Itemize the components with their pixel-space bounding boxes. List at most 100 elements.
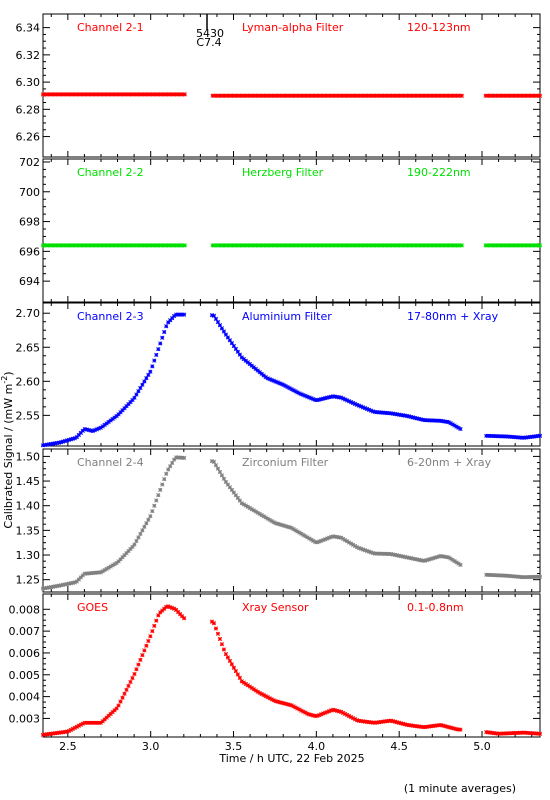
y-tick-label: 1.35 [16, 524, 41, 537]
data-point [134, 538, 139, 544]
data-point [416, 724, 421, 729]
data-point [58, 730, 64, 735]
series-5 [40, 604, 543, 737]
data-point [508, 434, 513, 439]
data-point [378, 410, 384, 415]
data-point [172, 457, 177, 462]
y-tick-label: 2.60 [16, 375, 41, 388]
data-point [146, 638, 151, 644]
data-point [327, 395, 332, 400]
data-point [408, 556, 413, 561]
data-point [74, 435, 79, 440]
data-point [436, 554, 441, 559]
data-point [128, 679, 133, 685]
data-point [352, 717, 358, 722]
flare-marker-label-2: C7.4 [196, 36, 221, 49]
data-point [180, 455, 185, 460]
data-point [452, 423, 457, 428]
data-point [150, 509, 155, 514]
data-point [74, 579, 79, 584]
data-point [267, 517, 272, 522]
data-point [370, 720, 376, 725]
data-point [245, 504, 250, 509]
data-point [76, 577, 81, 582]
data-point [410, 723, 415, 728]
data-point [269, 377, 274, 383]
data-point [305, 711, 310, 716]
data-point [54, 583, 60, 589]
data-point [518, 574, 523, 580]
data-point [456, 727, 461, 732]
data-point [255, 368, 260, 373]
data-point [297, 391, 302, 396]
data-point [257, 511, 262, 517]
data-point [102, 567, 107, 573]
data-point [349, 541, 354, 546]
data-point [376, 551, 382, 556]
data-point [128, 399, 133, 405]
data-point [488, 730, 493, 735]
data-point [337, 535, 342, 540]
data-point [70, 726, 75, 732]
data-point [301, 709, 306, 714]
data-point [372, 720, 378, 725]
data-point [217, 636, 223, 642]
data-point [420, 417, 425, 422]
data-point [408, 414, 413, 419]
data-point [281, 523, 286, 528]
data-point [70, 580, 75, 585]
data-point [178, 455, 183, 460]
data-point [273, 699, 278, 704]
data-point [50, 441, 56, 446]
data-point [170, 460, 175, 466]
data-point [174, 607, 179, 613]
data-point [525, 574, 531, 580]
data-point [356, 403, 362, 408]
data-point [382, 551, 388, 556]
data-point [90, 570, 95, 576]
data-point [504, 573, 509, 578]
data-point [506, 731, 511, 736]
data-point [80, 573, 85, 578]
data-point [315, 540, 320, 545]
data-point [406, 723, 411, 728]
data-point [283, 524, 288, 529]
data-point [174, 312, 179, 317]
data-point [136, 662, 141, 667]
data-point [527, 730, 533, 736]
data-point [265, 516, 270, 521]
data-point [523, 435, 529, 440]
data-point [402, 722, 407, 727]
y-tick-label: 1.50 [16, 450, 41, 463]
y-tick-label: 2.70 [16, 307, 41, 320]
data-point [295, 390, 300, 395]
data-point [90, 428, 95, 434]
data-point [345, 539, 350, 544]
data-point [444, 724, 449, 729]
data-point [432, 723, 437, 728]
data-point [86, 571, 91, 576]
data-point [516, 435, 521, 440]
flare-marker: 5430 C7.4 [196, 14, 224, 49]
data-point [86, 720, 91, 725]
data-point [323, 396, 328, 401]
data-point [368, 720, 374, 725]
data-point [76, 432, 81, 438]
y-tick-label: 0.004 [9, 691, 41, 704]
data-point [452, 558, 457, 564]
data-point [459, 93, 464, 98]
data-point [329, 394, 334, 399]
data-point [535, 574, 541, 579]
data-point [396, 412, 401, 417]
data-point [215, 631, 221, 636]
data-point [400, 554, 405, 559]
data-point [110, 563, 115, 568]
data-point [259, 512, 264, 518]
data-point [392, 719, 397, 724]
data-point [249, 363, 254, 368]
data-point [283, 383, 288, 389]
data-point [114, 413, 119, 419]
data-point [162, 606, 167, 611]
data-point [311, 713, 316, 718]
data-point [118, 557, 123, 562]
